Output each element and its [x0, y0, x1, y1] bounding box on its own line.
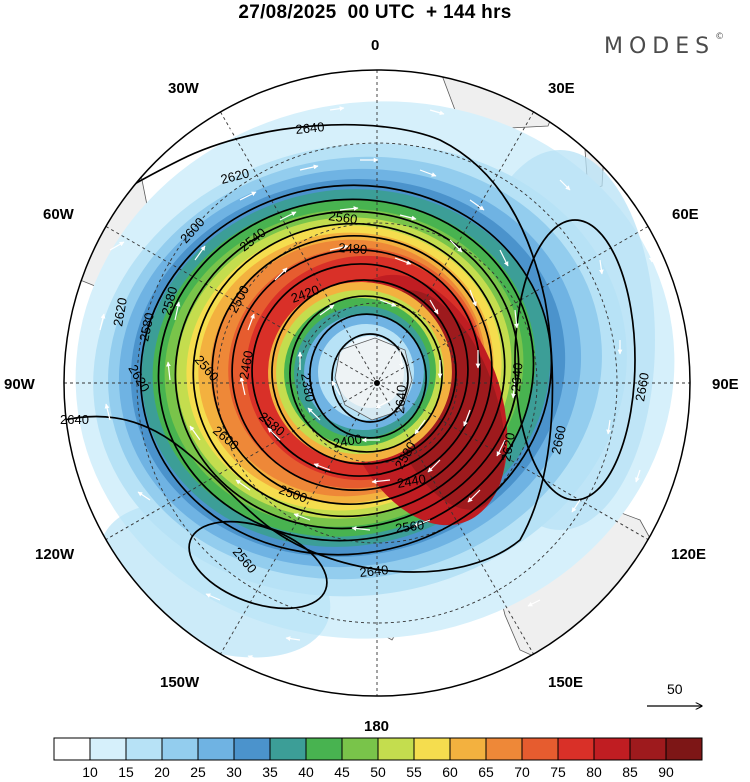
contour-label: 2640: [359, 562, 389, 580]
colorbar-tick-label: 30: [226, 764, 242, 780]
colorbar-tick-label: 70: [514, 764, 530, 780]
colorbar-tick-label: 80: [586, 764, 602, 780]
contour-label: 2620: [498, 431, 518, 462]
contour-label: 2380: [298, 372, 318, 403]
lon-label-90e: 90E: [712, 376, 739, 393]
colorbar-tick-label: 65: [478, 764, 494, 780]
colorbar-swatch: [125, 737, 163, 761]
contour-label: 2640: [508, 362, 525, 392]
contour-label: 2620: [110, 296, 130, 327]
colorbar-swatch: [53, 737, 91, 761]
colorbar-tick-label: 45: [334, 764, 350, 780]
colorbar: 10 15 20 25 30 35 40 45 50 55 60 65 70 75 80 85 90: [53, 737, 703, 780]
colorbar-swatch: [197, 737, 235, 761]
wind-vectors: [99, 106, 654, 661]
colorbar-swatch: [449, 737, 487, 761]
map-border: [63, 69, 691, 697]
lon-label-120e: 120E: [671, 546, 706, 563]
lon-label-150w: 150W: [160, 674, 200, 691]
colorbar-swatch: [629, 737, 667, 761]
brand-logo: MODES©: [604, 32, 725, 59]
colorbar-tick-label: 10: [82, 764, 98, 780]
brand-name: MODES: [604, 34, 716, 59]
reference-vector: 50: [647, 681, 702, 706]
lon-label-30w: 30W: [168, 80, 200, 97]
contour-label: 2460: [236, 349, 256, 380]
lon-label-0: 0: [371, 37, 379, 54]
colorbar-swatch: [377, 737, 415, 761]
map-title: 27/08/2025 00 UTC + 144 hrs: [238, 2, 512, 23]
lon-label-120w: 120W: [35, 546, 75, 563]
colorbar-tick-label: 25: [190, 764, 206, 780]
colorbar-tick-label: 55: [406, 764, 422, 780]
copyright-mark: ©: [715, 32, 725, 42]
colorbar-tick-label: 60: [442, 764, 458, 780]
contour-label: 2580: [136, 311, 157, 342]
contour-label: 2640: [60, 412, 89, 427]
colorbar-swatch: [305, 737, 343, 761]
colorbar-tick-label: 75: [550, 764, 566, 780]
colorbar-swatch: [665, 737, 703, 761]
colorbar-tick-label: 85: [622, 764, 638, 780]
lon-label-90w: 90W: [4, 376, 36, 393]
contour-label: 2640: [295, 119, 325, 137]
lon-label-60w: 60W: [43, 206, 75, 223]
lon-label-150e: 150E: [548, 674, 583, 691]
colorbar-swatch: [233, 737, 271, 761]
colorbar-tick-label: 20: [154, 764, 170, 780]
colorbar-swatch: [557, 737, 595, 761]
longitude-labels: 0 30E 60E 90E 120E 150E 180 150W 120W 90…: [4, 37, 739, 735]
reference-vector-label: 50: [667, 681, 683, 697]
contour-label: 2660: [548, 424, 569, 455]
colorbar-swatch: [89, 737, 127, 761]
colorbar-swatch: [341, 737, 379, 761]
contour-label: 2620: [219, 165, 251, 187]
colorbar-tick-label: 50: [370, 764, 386, 780]
contour-label: 2440: [396, 471, 427, 491]
south-pole-marker: [374, 380, 380, 386]
contour-label: 2480: [338, 240, 368, 257]
wind-speed-shading: [75, 101, 675, 658]
colorbar-swatch: [521, 737, 559, 761]
lon-label-180: 180: [364, 718, 389, 735]
colorbar-swatch: [593, 737, 631, 761]
colorbar-tick-label: 35: [262, 764, 278, 780]
contour-label: 2560: [394, 517, 425, 536]
antarctica-land: [334, 337, 413, 421]
colorbar-tick-label: 15: [118, 764, 134, 780]
lon-label-30e: 30E: [548, 80, 575, 97]
height-contours: [64, 123, 636, 610]
contour-label: 2580: [158, 285, 180, 317]
lon-label-60e: 60E: [672, 206, 699, 223]
colorbar-swatch: [269, 737, 307, 761]
contour-label: 2560: [328, 208, 359, 227]
contour-label: 2660: [632, 371, 652, 402]
colorbar-swatch: [485, 737, 523, 761]
map-disk: [64, 70, 690, 696]
colorbar-tick-label: 90: [658, 764, 674, 780]
colorbar-swatch: [413, 737, 451, 761]
colorbar-tick-label: 40: [298, 764, 314, 780]
contour-label: 2400: [332, 431, 363, 451]
contour-label: 2640: [392, 384, 409, 414]
colorbar-swatch: [161, 737, 199, 761]
